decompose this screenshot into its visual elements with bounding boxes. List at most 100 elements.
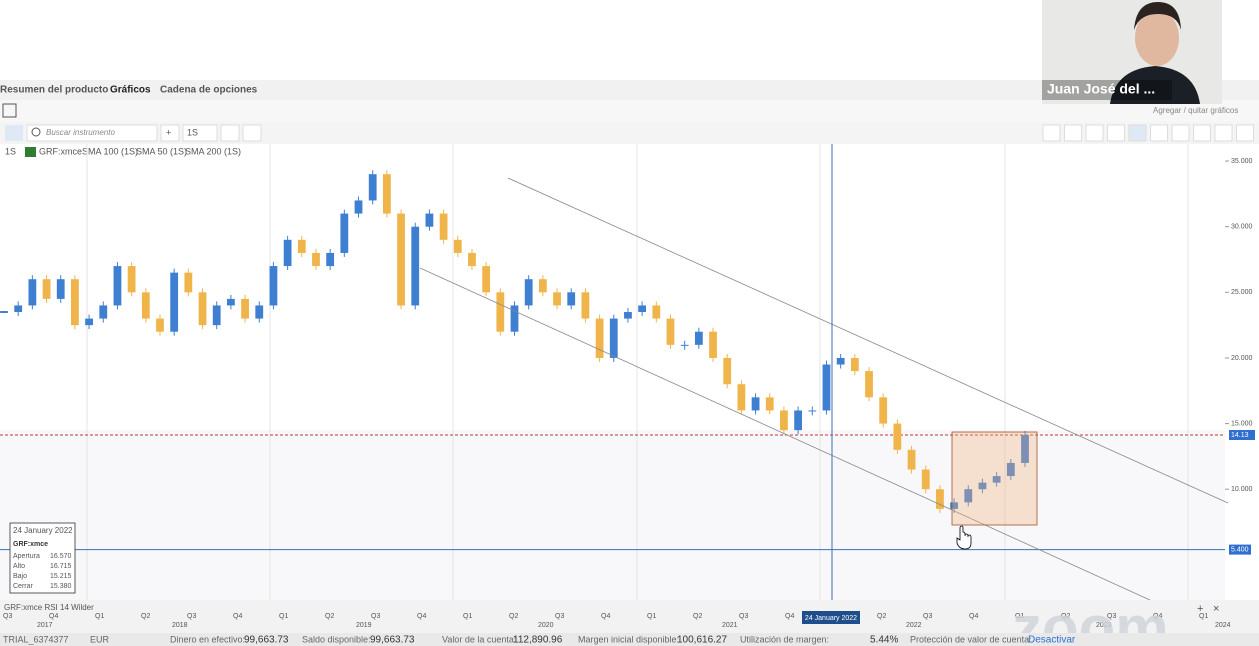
interval: 1S (187, 127, 198, 137)
y-tick-label: 30.000 (1231, 224, 1253, 231)
candle (482, 266, 491, 293)
rsi-add[interactable]: + (1197, 603, 1203, 615)
status-label: EUR (90, 634, 110, 644)
candle (170, 272, 179, 332)
candle (71, 279, 79, 326)
status-bar (0, 633, 1259, 646)
tab[interactable]: Cadena de opciones (160, 85, 258, 96)
candle (85, 318, 93, 326)
status-label: Margen inicial disponible: (578, 634, 679, 644)
y-tick-label: 10.000 (1231, 486, 1253, 493)
tool-btn[interactable] (1193, 124, 1211, 142)
candle (99, 305, 108, 319)
tool-btn[interactable] (1064, 124, 1082, 142)
ohlc-value: 16.715 (50, 563, 72, 570)
candle (879, 397, 888, 424)
expand-icon[interactable] (2, 103, 17, 118)
highlight-box (951, 431, 1038, 526)
tool-btn[interactable] (1150, 124, 1168, 142)
candle (850, 357, 859, 372)
tool-btn[interactable] (1042, 124, 1061, 142)
candle (496, 292, 505, 332)
candle (453, 239, 462, 253)
y-tick-label: 15.000 (1231, 420, 1253, 427)
person-face (1135, 10, 1179, 66)
candle (14, 305, 23, 313)
candle (765, 397, 774, 411)
tool-btn[interactable] (1107, 124, 1125, 142)
tool-btn[interactable] (1128, 124, 1147, 142)
tab[interactable]: Resumen del producto (0, 85, 108, 96)
tab[interactable]: Gráficos (110, 85, 151, 96)
x-year: 2024 (1215, 622, 1231, 629)
tool-btn[interactable] (1214, 124, 1233, 142)
candle (780, 410, 788, 431)
x-quarter: Q3 (555, 613, 564, 620)
candle (624, 312, 632, 319)
date-badge-text: 24 January 2022 (805, 615, 857, 622)
x-quarter: Q3 (371, 613, 380, 620)
tool-btn[interactable] (1236, 124, 1254, 142)
webcam-name: Juan José del ... (1047, 81, 1155, 97)
status-value: 5.44% (870, 635, 898, 646)
x-quarter: Q1 (463, 613, 472, 620)
x-quarter: Q4 (1153, 613, 1162, 620)
tool-icons (1042, 124, 1254, 142)
level-badge (1229, 544, 1251, 555)
candle (312, 252, 320, 267)
candle (595, 318, 604, 358)
x-quarter: Q4 (601, 613, 610, 620)
x-year: 2017 (37, 622, 53, 629)
x-quarter: Q3 (923, 613, 932, 620)
status-label[interactable]: Desactivar (1028, 635, 1076, 646)
x-quarter: Q4 (417, 613, 426, 620)
candle (411, 226, 420, 306)
channel-upper (507, 177, 1229, 504)
ohlc-key: Apertura (13, 553, 40, 560)
tool-btn[interactable] (1171, 124, 1190, 142)
legend-symbol: GRF:xmce (39, 146, 82, 156)
candle (1021, 435, 1029, 463)
x-quarter: Q1 (647, 613, 656, 620)
legend-indicator: SMA 100 (1S) (82, 146, 138, 156)
candle (794, 410, 803, 431)
search-box[interactable] (26, 124, 158, 142)
y-tick-label: 20.000 (1231, 355, 1253, 362)
status-label: TRIAL_6374377 (3, 634, 69, 644)
add-remove[interactable]: Agregar / quitar gráficos (1153, 106, 1238, 115)
ohlc-key: Bajo (13, 573, 27, 580)
candle (1006, 462, 1015, 477)
candle (127, 266, 136, 293)
status-label: Utilización de margen: (740, 634, 829, 644)
candle (0, 311, 8, 314)
add-btn[interactable] (160, 124, 180, 142)
level-label: 5.400 (1231, 546, 1249, 553)
candle (226, 298, 235, 306)
candle (269, 266, 278, 306)
candle (141, 292, 150, 319)
symbol-icon (25, 147, 36, 157)
ohlc-value: 15.215 (50, 573, 72, 580)
candle (808, 410, 817, 412)
x-quarter: Q1 (95, 613, 104, 620)
x-quarter: Q1 (1015, 613, 1024, 620)
tool-btn[interactable] (1085, 124, 1104, 142)
candle (751, 397, 760, 411)
candle (978, 482, 987, 490)
link-btn[interactable] (5, 125, 23, 141)
candle (397, 213, 405, 306)
interval-btn[interactable] (182, 124, 218, 142)
x-year: 2020 (538, 622, 554, 629)
y-tick-label: 35.000 (1231, 158, 1253, 165)
x-quarter: Q4 (969, 613, 978, 620)
menu-btn[interactable] (242, 124, 262, 142)
rsi-close[interactable]: × (1213, 603, 1219, 615)
refresh-btn[interactable] (220, 124, 240, 142)
status-label: Dinero en efectivo: (170, 634, 245, 644)
x-quarter: Q2 (1061, 613, 1070, 620)
candle (56, 279, 65, 299)
x-quarter: Q2 (877, 613, 886, 620)
candle (425, 213, 434, 227)
candle (680, 344, 689, 346)
x-quarter: Q2 (693, 613, 702, 620)
